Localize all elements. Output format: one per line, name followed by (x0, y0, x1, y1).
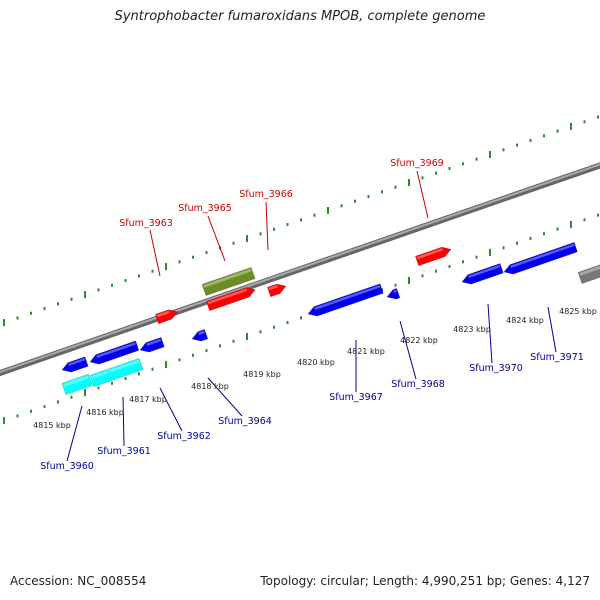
rna-reverse-2[interactable] (89, 357, 144, 388)
kbp-label: 4818 kbp (191, 382, 229, 391)
rna-forward[interactable] (201, 266, 256, 297)
leader-line (416, 170, 429, 219)
gene-label-sfum-3960[interactable]: Sfum_3960 (40, 461, 94, 472)
rna-reverse-1[interactable] (61, 373, 93, 396)
leader-line (547, 306, 557, 353)
label-leaders (66, 170, 557, 462)
gene-label-sfum-3967[interactable]: Sfum_3967 (329, 392, 383, 403)
genome-title: Syntrophobacter fumaroxidans MPOB, compl… (114, 9, 486, 24)
kbp-labels: 4815 kbp 4816 kbp 4817 kbp 4818 kbp 4819 kbp… (33, 307, 597, 430)
gene-sfum-3966[interactable] (266, 281, 287, 298)
genes (60, 242, 600, 396)
kbp-label: 4825 kbp (559, 307, 597, 316)
gene-sfum-3971[interactable] (502, 242, 578, 276)
gene-sfum-3969[interactable] (414, 245, 452, 267)
leader-line (399, 320, 417, 380)
gene-sfum-3967[interactable] (306, 283, 384, 319)
gene-sfum-3960[interactable] (60, 356, 89, 375)
backbone-highlight (0, 163, 600, 374)
gene-label-sfum-3970[interactable]: Sfum_3970 (469, 363, 523, 374)
gene-sfum-3965[interactable] (205, 285, 257, 312)
gene-label-sfum-3964[interactable]: Sfum_3964 (218, 416, 272, 427)
leader-line (487, 303, 493, 364)
leader-line (66, 405, 83, 462)
tick-marks (3, 115, 599, 425)
gene-label-sfum-3961[interactable]: Sfum_3961 (97, 446, 151, 457)
kbp-label: 4816 kbp (86, 408, 124, 417)
gene-label-sfum-3962[interactable]: Sfum_3962 (157, 431, 211, 442)
kbp-label: 4822 kbp (400, 336, 438, 345)
leader-line (207, 215, 226, 262)
leader-line (265, 201, 269, 251)
leader-line (207, 377, 243, 417)
gene-sfum-3961[interactable] (88, 340, 140, 367)
leader-line (149, 229, 161, 277)
gene-sfum-3970[interactable] (460, 263, 504, 287)
gene-label-sfum-3969[interactable]: Sfum_3969 (390, 158, 444, 169)
accession-text: Accession: NC_008554 (10, 574, 147, 588)
kbp-label: 4820 kbp (297, 358, 335, 367)
gene-partial[interactable] (577, 264, 600, 285)
kbp-label: 4819 kbp (243, 370, 281, 379)
gene-label-sfum-3966[interactable]: Sfum_3966 (239, 189, 293, 200)
kbp-label: 4821 kbp (347, 347, 385, 356)
genome-backbone (0, 162, 600, 377)
kbp-label: 4815 kbp (33, 421, 71, 430)
kbp-label: 4817 kbp (129, 395, 167, 404)
gene-label-sfum-3971[interactable]: Sfum_3971 (530, 352, 584, 363)
gene-sfum-3964[interactable] (190, 328, 209, 343)
gene-sfum-3962[interactable] (138, 337, 165, 354)
kbp-label: 4824 kbp (506, 316, 544, 325)
gene-sfum-3968[interactable] (385, 287, 401, 301)
topology-summary: Topology: circular; Length: 4,990,251 bp… (260, 574, 590, 588)
gene-label-sfum-3965[interactable]: Sfum_3965 (178, 203, 232, 214)
leader-line (159, 387, 183, 432)
gene-labels: Sfum_3963 Sfum_3965 Sfum_3966 Sfum_3969 Sfum… (40, 158, 584, 472)
kbp-label: 4823 kbp (453, 325, 491, 334)
gene-label-sfum-3968[interactable]: Sfum_3968 (391, 379, 445, 390)
gene-label-sfum-3963[interactable]: Sfum_3963 (119, 218, 173, 229)
leader-line (122, 396, 125, 447)
gene-sfum-3963[interactable] (154, 307, 179, 325)
